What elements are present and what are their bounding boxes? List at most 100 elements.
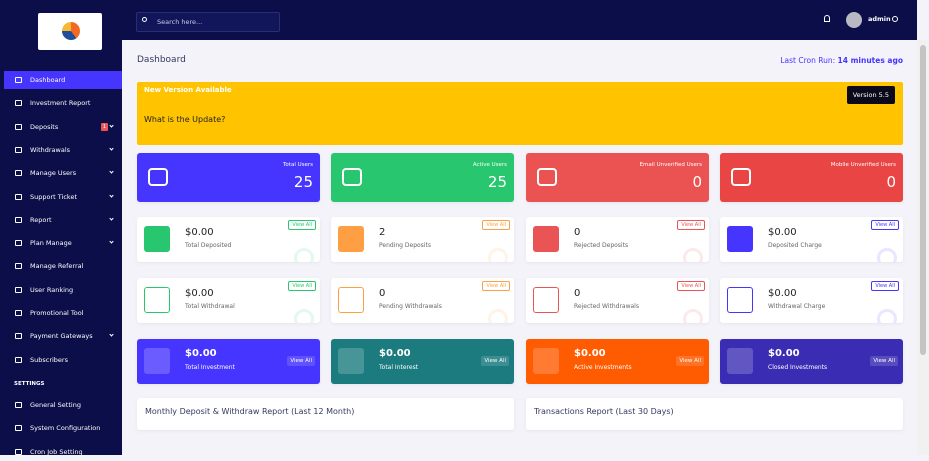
investment-icon xyxy=(727,348,753,374)
menu-item[interactable]: Subscribers xyxy=(4,351,122,369)
report-title: Monthly Deposit & Withdraw Report (Last … xyxy=(145,407,355,416)
widget-value: 0 xyxy=(574,288,581,299)
page-title: Dashboard xyxy=(137,55,186,65)
menu-icon xyxy=(15,146,22,153)
menu-item[interactable]: Deposits 1 xyxy=(4,118,122,136)
investment-label: Active Investments xyxy=(574,364,632,371)
menu-item[interactable]: Cron Job Setting xyxy=(4,443,122,461)
menu-label: Promotional Tool xyxy=(30,309,84,317)
menu-item[interactable]: System Configuration xyxy=(4,419,122,437)
menu-item[interactable]: Promotional Tool xyxy=(4,304,122,322)
menu-chevron xyxy=(109,332,114,337)
widget-icon xyxy=(533,226,559,252)
view-all-link[interactable]: View All xyxy=(288,220,316,230)
menu-item[interactable]: General Setting xyxy=(4,396,122,414)
investment-label: Total Interest xyxy=(379,364,419,371)
widget-card: $0.00 Withdrawal Charge View All xyxy=(720,278,903,323)
widget-watermark xyxy=(488,309,508,323)
stat-card: Active Users 25 xyxy=(331,153,514,202)
menu-icon xyxy=(15,310,22,316)
widget-label: Total Withdrawal xyxy=(185,303,235,310)
widget-value: $0.00 xyxy=(185,227,214,238)
stat-icon xyxy=(342,168,362,186)
widget-watermark xyxy=(683,309,703,323)
menu-label: Dashboard xyxy=(30,76,66,84)
investment-card: $0.00 Total Interest View All xyxy=(331,339,514,384)
search-input[interactable]: Search here... xyxy=(136,12,280,32)
menu-icon xyxy=(15,240,22,247)
view-all-link[interactable]: View All xyxy=(871,281,899,291)
view-all-link[interactable]: View All xyxy=(677,281,705,291)
view-all-link[interactable]: View All xyxy=(287,356,315,366)
search-icon xyxy=(142,17,147,22)
investment-icon xyxy=(144,348,170,374)
menu-item[interactable]: Plan Manage xyxy=(4,234,122,252)
view-all-link[interactable]: View All xyxy=(482,281,510,291)
sidebar: Dashboard Investment Report Deposits 1 Withd… xyxy=(0,0,122,456)
investment-card: $0.00 Total Investment View All xyxy=(137,339,320,384)
investment-value: $0.00 xyxy=(185,348,217,359)
menu-section: SETTINGS xyxy=(14,381,45,387)
menu-item[interactable]: Manage Referral xyxy=(4,257,122,275)
menu-item[interactable]: User Ranking xyxy=(4,281,122,299)
investment-icon xyxy=(533,348,559,374)
menu-icon xyxy=(15,425,22,432)
stat-icon xyxy=(537,168,557,186)
menu-icon xyxy=(15,286,22,293)
stat-value: 0 xyxy=(692,173,702,191)
menu-item[interactable]: Report xyxy=(4,211,122,229)
menu-label: Subscribers xyxy=(30,355,68,364)
menu-item[interactable]: Manage Users xyxy=(4,164,122,182)
stat-card: Mobile Unverified Users 0 xyxy=(720,153,903,202)
stat-label: Total Users xyxy=(283,162,313,168)
view-all-link[interactable]: View All xyxy=(870,356,898,366)
menu-chevron xyxy=(109,216,114,221)
menu-item[interactable]: Support Ticket xyxy=(4,188,122,206)
widget-watermark xyxy=(877,248,897,262)
menu-label: Deposits xyxy=(30,122,59,131)
menu-label: Manage Users xyxy=(30,169,77,178)
menu-icon xyxy=(15,77,22,83)
stat-icon xyxy=(148,168,168,186)
menu-icon xyxy=(15,123,22,130)
view-all-link[interactable]: View All xyxy=(871,220,899,230)
menu-icon xyxy=(15,448,22,455)
view-all-link[interactable]: View All xyxy=(482,220,510,230)
avatar[interactable] xyxy=(846,12,862,28)
menu-label: Investment Report xyxy=(30,99,91,108)
view-all-link[interactable]: View All xyxy=(677,220,705,230)
menu-label: Plan Manage xyxy=(30,239,72,248)
widget-label: Deposited Charge xyxy=(768,242,822,249)
logo-mark xyxy=(62,22,80,40)
version-badge: Version 5.5 xyxy=(846,86,895,104)
menu-item[interactable]: Payment Gateways xyxy=(4,327,122,345)
widget-icon xyxy=(727,287,753,313)
menu-label: Manage Referral xyxy=(30,262,84,271)
topbar: Search here... admin xyxy=(122,0,917,40)
user-name[interactable]: admin xyxy=(868,15,891,23)
widget-icon xyxy=(338,226,364,252)
menu-item[interactable]: Withdrawals xyxy=(4,141,122,159)
cron-label: Last Cron Run: xyxy=(780,56,836,65)
widget-card: $0.00 Total Withdrawal View All xyxy=(137,278,320,323)
widget-label: Withdrawal Charge xyxy=(768,303,826,310)
logo[interactable] xyxy=(38,13,102,50)
view-all-link[interactable]: View All xyxy=(288,281,316,291)
widget-icon xyxy=(144,226,170,252)
menu-label: System Configuration xyxy=(30,424,101,433)
user-dropdown[interactable] xyxy=(892,16,898,22)
menu-item[interactable]: Dashboard xyxy=(4,71,122,89)
menu-label: Payment Gateways xyxy=(30,332,93,341)
menu-chevron xyxy=(109,122,114,128)
menu-item[interactable]: Investment Report xyxy=(4,94,122,112)
notification-bell[interactable] xyxy=(824,15,830,22)
stat-value: 0 xyxy=(886,173,896,191)
view-all-link[interactable]: View All xyxy=(481,356,509,366)
widget-value: $0.00 xyxy=(768,288,797,299)
banner-text[interactable]: What is the Update? xyxy=(144,115,226,124)
widget-watermark xyxy=(294,248,314,262)
view-all-link[interactable]: View All xyxy=(676,356,704,366)
widget-card: 0 Pending Withdrawals View All xyxy=(331,278,514,323)
scrollbar-thumb[interactable] xyxy=(920,45,926,355)
menu-badge: 1 xyxy=(100,122,108,131)
